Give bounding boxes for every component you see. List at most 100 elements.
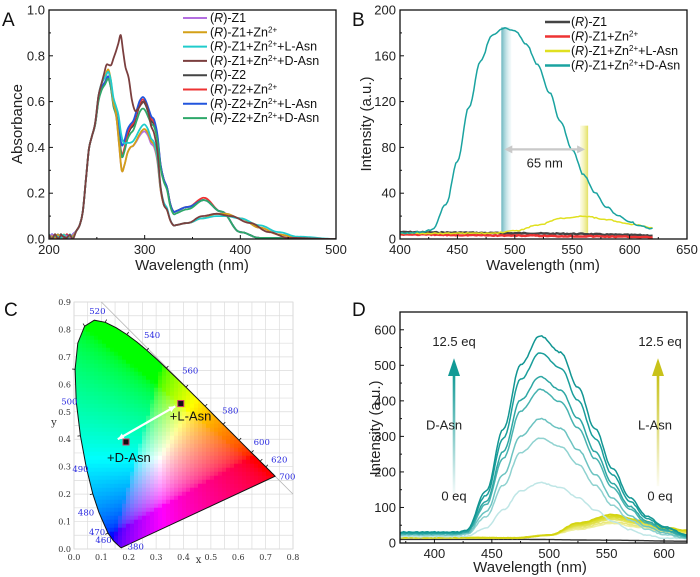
chromaticity-cell [114, 363, 119, 369]
chromaticity-cell [130, 451, 135, 457]
chromaticity-cell [110, 387, 115, 393]
chromaticity-cell [94, 467, 99, 473]
chromaticity-cell [166, 499, 171, 505]
chromaticity-cell [146, 527, 151, 533]
chromaticity-cell [214, 451, 219, 457]
chromaticity-cell [178, 515, 183, 521]
chromaticity-cell [138, 439, 143, 445]
chromaticity-cell [138, 511, 143, 517]
chromaticity-cell [190, 423, 195, 429]
chromaticity-cell [114, 419, 119, 425]
chromaticity-cell [178, 423, 183, 429]
chromaticity-cell [230, 459, 235, 465]
y-tick-label: 80 [382, 140, 396, 155]
chromaticity-cell [170, 439, 175, 445]
chromaticity-cell [206, 423, 211, 429]
chromaticity-cell [146, 427, 151, 433]
chromaticity-cell [90, 471, 95, 477]
chromaticity-cell [126, 491, 131, 497]
x-tick-label: 500 [504, 242, 526, 257]
chromaticity-cell [146, 387, 151, 393]
chromaticity-cell [78, 371, 83, 377]
chromaticity-cell [98, 495, 103, 501]
chromaticity-cell [138, 495, 143, 501]
chromaticity-cell [142, 467, 147, 473]
chromaticity-cell [130, 495, 135, 501]
chromaticity-cell [178, 491, 183, 497]
chromaticity-cell [138, 451, 143, 457]
chromaticity-cell [202, 439, 207, 445]
chromaticity-cell [126, 371, 131, 377]
chromaticity-cell [210, 487, 215, 493]
chromaticity-cell [154, 455, 159, 461]
chromaticity-cell [122, 363, 127, 369]
chromaticity-cell [206, 495, 211, 501]
chromaticity-cell [166, 495, 171, 501]
chromaticity-cell [90, 443, 95, 449]
chromaticity-cell [230, 475, 235, 481]
chromaticity-cell [94, 487, 99, 493]
y-tick-label: 0.5 [58, 408, 71, 417]
chromaticity-cell [154, 515, 159, 521]
chromaticity-cell [98, 407, 103, 413]
chromaticity-cell [146, 383, 151, 389]
chromaticity-cell [210, 447, 215, 453]
chromaticity-cell [86, 415, 91, 421]
chromaticity-cell [194, 439, 199, 445]
y-tick-label: 600 [374, 322, 396, 337]
chromaticity-cell [118, 431, 123, 437]
chromaticity-cell [202, 431, 207, 437]
chromaticity-cell [134, 451, 139, 457]
chromaticity-cell [114, 411, 119, 417]
chromaticity-cell [134, 487, 139, 493]
chromaticity-cell [98, 399, 103, 405]
chromaticity-cell [102, 471, 107, 477]
chromaticity-cell [138, 435, 143, 441]
chromaticity-cell [154, 367, 159, 373]
chromaticity-cell [218, 495, 223, 501]
chromaticity-cell [210, 427, 215, 433]
chromaticity-cell [86, 383, 91, 389]
chromaticity-cell [198, 495, 203, 501]
chromaticity-cell [154, 419, 159, 425]
chromaticity-cell [114, 539, 119, 545]
chromaticity-cell [102, 383, 107, 389]
chromaticity-cell [142, 411, 147, 417]
chromaticity-cell [118, 411, 123, 417]
chromaticity-cell [146, 531, 151, 537]
chromaticity-cell [94, 367, 99, 373]
chromaticity-cell [126, 487, 131, 493]
chromaticity-cell [178, 415, 183, 421]
chromaticity-cell [122, 359, 127, 365]
chromaticity-cell [186, 467, 191, 473]
y-tick-label: 200 [374, 464, 396, 479]
chromaticity-cell [126, 403, 131, 409]
chromaticity-cell [94, 320, 99, 325]
chromaticity-cell [102, 399, 107, 405]
shift-arrow-right-head [577, 145, 586, 154]
chromaticity-cell [82, 411, 87, 417]
chromaticity-cell [198, 475, 203, 481]
chromaticity-cell [142, 351, 147, 357]
chromaticity-cell [162, 475, 167, 481]
x-tick-label: 500 [325, 242, 347, 257]
locus-tick [89, 493, 93, 496]
chromaticity-cell [166, 487, 171, 493]
chromaticity-cell [142, 495, 147, 501]
chromaticity-cell [126, 347, 131, 353]
chromaticity-cell [90, 431, 95, 437]
chromaticity-cell [114, 491, 119, 497]
chromaticity-cell [118, 379, 123, 385]
chromaticity-cell [106, 363, 111, 369]
chromaticity-cell [142, 431, 147, 437]
chromaticity-cell [122, 463, 127, 469]
chromaticity-cell [122, 531, 127, 537]
d-asn-series-5 [400, 352, 687, 537]
chromaticity-cell [182, 439, 187, 445]
chromaticity-cell [94, 459, 99, 465]
chromaticity-cell [162, 467, 167, 473]
chromaticity-cell [166, 375, 171, 381]
chromaticity-cell [186, 463, 191, 469]
chromaticity-cell [154, 383, 159, 389]
chromaticity-cell [170, 443, 175, 449]
